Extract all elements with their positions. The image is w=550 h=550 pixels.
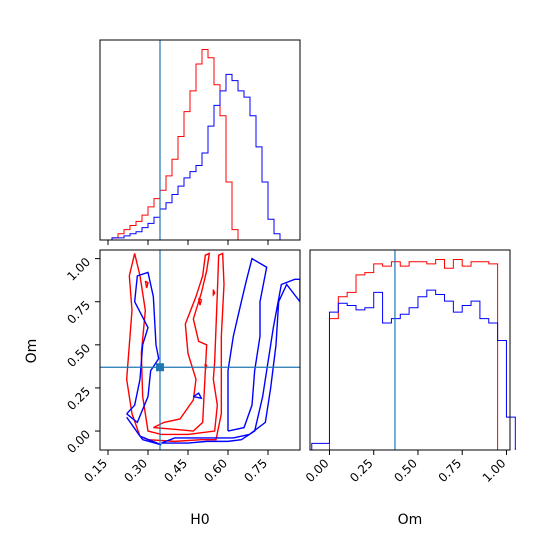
contour-blue-4	[192, 392, 203, 400]
contour-blue-0	[161, 278, 300, 444]
h0-histogram-frame	[99, 39, 301, 241]
contour-panel	[100, 250, 300, 450]
h0-histogram-panel	[100, 40, 298, 241]
contour-red-3	[212, 289, 216, 297]
contour-xtick-label-0.15: 0.15	[81, 456, 110, 485]
om-hist-xtick-label-1.00: 1.00	[480, 456, 509, 485]
contour-ytick-label-0.00: 0.00	[64, 427, 93, 456]
contour-red-0	[125, 252, 225, 443]
x-axis-label-h0: H0	[190, 512, 209, 528]
om-histogram-blue-series	[311, 289, 516, 450]
contour-red-4	[204, 363, 208, 370]
contour-xtick-label-0.45: 0.45	[161, 456, 190, 485]
contour-red-5	[144, 280, 149, 289]
contour-blue-1	[126, 416, 162, 446]
contour-blue-2	[227, 257, 268, 432]
axis-ticks: 0.15 0.30 0.45 0.60 0.75 0.00 0.25 0.50 0.75 1.00…	[64, 240, 509, 485]
contour-lines	[100, 250, 300, 450]
om-histogram-red-series	[311, 259, 507, 451]
om-hist-xtick-label-0.25: 0.25	[347, 456, 376, 485]
contour-truth-marker	[156, 363, 164, 372]
om-hist-xtick-label-0.00: 0.00	[303, 456, 332, 485]
contour-ytick-label-0.75: 0.75	[64, 298, 93, 327]
om-hist-xtick-label-0.50: 0.50	[391, 456, 420, 485]
x-axis-label-om: Om	[398, 512, 423, 528]
contour-ytick-label-0.50: 0.50	[64, 341, 93, 370]
contour-frame	[99, 249, 301, 451]
om-histogram-panel	[311, 250, 516, 451]
om-hist-xtick-label-0.75: 0.75	[436, 456, 465, 485]
om-histogram-frame	[309, 249, 511, 451]
contour-ytick-label-1.00: 1.00	[64, 255, 93, 284]
h0-histogram-blue-series	[100, 73, 298, 241]
contour-xtick-label-0.60: 0.60	[201, 456, 230, 485]
contour-red-1	[153, 252, 211, 432]
contour-xtick-label-0.75: 0.75	[241, 456, 270, 485]
y-axis-label-om: Om	[24, 339, 40, 364]
contour-xtick-label-0.30: 0.30	[121, 456, 150, 485]
contour-red-2	[197, 297, 203, 306]
contour-ytick-label-0.25: 0.25	[64, 384, 93, 413]
